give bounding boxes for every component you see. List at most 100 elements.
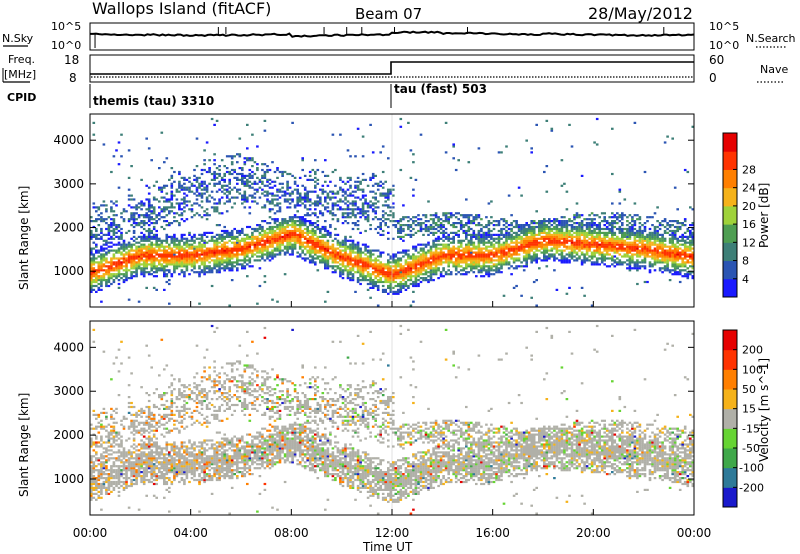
power-cell: [381, 220, 385, 223]
power-cell: [215, 206, 219, 209]
power-cell: [611, 229, 614, 233]
power-cell: [316, 196, 320, 199]
power-cell: [236, 261, 239, 264]
power-cell: [218, 237, 221, 240]
power-cell: [512, 249, 516, 252]
power-cell: [120, 216, 123, 219]
power-cell: [555, 243, 559, 246]
power-cell: [236, 196, 239, 199]
power-cell: [334, 251, 337, 254]
power-cell: [185, 200, 189, 203]
power-cell: [487, 251, 491, 254]
power-cell: [107, 284, 111, 288]
power-cell: [522, 224, 526, 227]
power-cell: [628, 235, 632, 238]
power-cell: [517, 247, 521, 250]
power-cell: [502, 220, 506, 223]
power-cell: [220, 237, 224, 240]
power-cell: [316, 255, 320, 258]
power-cell: [349, 216, 352, 219]
power-cell: [407, 233, 410, 236]
power-cell: [329, 257, 332, 260]
power-cell: [331, 261, 335, 264]
power-cell: [236, 188, 239, 191]
power-cell: [203, 259, 206, 262]
power-cell: [495, 255, 498, 258]
power-cell: [296, 200, 299, 203]
power-cell: [437, 225, 440, 229]
power-cell: [407, 220, 410, 223]
power-cell: [208, 168, 211, 172]
power-cell: [424, 220, 428, 223]
power-cell: [203, 249, 206, 252]
power-cell: [233, 186, 236, 189]
power-cell: [236, 245, 239, 248]
power-cell: [271, 237, 274, 240]
power-cell: [230, 157, 234, 160]
power-cell: [339, 269, 342, 272]
power-cell: [409, 265, 413, 268]
power-cell: [522, 231, 526, 234]
power-cell: [263, 245, 267, 248]
power-cell: [163, 261, 166, 264]
power-cell: [205, 212, 209, 215]
power-cell: [233, 237, 236, 240]
power-cell: [283, 218, 287, 221]
power-cell: [522, 227, 526, 231]
power-cell: [180, 237, 184, 240]
power-cell: [132, 253, 136, 256]
power-cell: [158, 269, 161, 272]
power-cell: [152, 225, 156, 229]
power-cell: [165, 233, 169, 236]
power-cell: [447, 251, 450, 254]
power-cell: [183, 263, 186, 266]
power-cell: [402, 267, 405, 270]
power-cell: [611, 249, 614, 252]
power-cell: [389, 282, 393, 286]
power-cell: [190, 184, 194, 187]
power-cell: [281, 243, 284, 246]
power-cell: [465, 229, 468, 233]
power-cell: [278, 249, 282, 252]
power-cell: [500, 247, 503, 250]
power-cell: [150, 241, 153, 244]
power-cell: [553, 259, 556, 262]
power-cell: [623, 239, 627, 242]
power-cell: [276, 194, 279, 197]
power-cell: [618, 239, 622, 242]
power-cell: [122, 257, 126, 260]
power-cell: [135, 271, 138, 274]
power-cell: [225, 259, 229, 262]
power-cell: [130, 165, 133, 168]
power-cell: [376, 218, 380, 221]
power-cell: [404, 273, 408, 276]
power-cell: [193, 202, 196, 205]
power-cell: [366, 271, 370, 274]
power-cell: [583, 253, 586, 256]
power-cell: [407, 271, 410, 274]
power-cell: [163, 265, 166, 268]
power-cell: [210, 284, 214, 288]
power-cell: [336, 190, 340, 193]
power-cell: [467, 247, 471, 250]
power-cell: [314, 212, 317, 215]
power-cell: [314, 184, 317, 187]
power-cell: [158, 206, 161, 209]
power-cell: [218, 269, 221, 272]
power-cell: [127, 149, 131, 152]
power-cell: [580, 227, 584, 231]
power-cell: [329, 198, 332, 201]
power-cell: [170, 239, 174, 242]
power-cell: [120, 243, 123, 246]
power-cell: [223, 269, 226, 272]
power-cell: [487, 231, 491, 234]
power-cell: [432, 261, 435, 264]
power-cell: [117, 249, 121, 252]
power-cell: [281, 220, 284, 223]
power-cell: [349, 277, 352, 280]
power-cell: [296, 190, 299, 193]
power-cell: [545, 227, 549, 231]
power-cell: [515, 239, 518, 242]
power-cell: [137, 245, 141, 248]
power-cell: [160, 243, 164, 246]
